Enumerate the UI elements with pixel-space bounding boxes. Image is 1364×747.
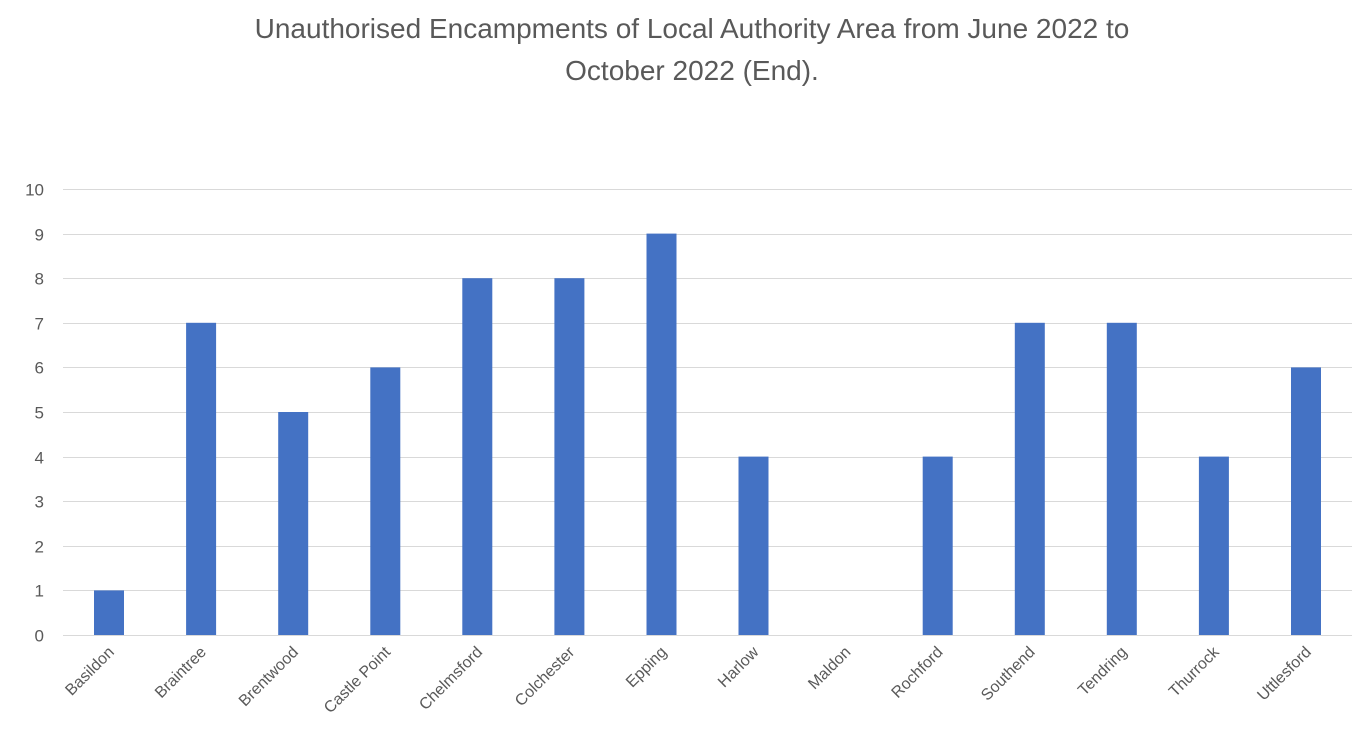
y-tick-label: 0 <box>35 627 44 646</box>
bar-tendring <box>1106 322 1137 635</box>
y-tick-label: 3 <box>35 493 44 512</box>
chart-title: Unauthorised Encampments of Local Author… <box>0 8 1364 92</box>
y-axis-tick-labels: 0 1 2 3 4 5 6 7 8 9 10 <box>25 181 44 646</box>
x-tick-label: Basildon <box>62 644 117 699</box>
bar-southend <box>1014 322 1045 635</box>
bar-brentwood <box>278 412 309 635</box>
x-tick-label: Tendring <box>1075 644 1130 699</box>
x-tick-label: Braintree <box>152 644 210 702</box>
x-tick-label: Rochford <box>889 644 947 702</box>
x-tick-label: Epping <box>623 644 670 691</box>
x-tick-label: Colchester <box>512 643 579 710</box>
y-tick-label: 8 <box>35 270 44 289</box>
bar-uttlesford <box>1291 367 1321 635</box>
y-tick-label: 1 <box>35 582 44 601</box>
y-tick-label: 7 <box>35 315 44 334</box>
x-tick-label: Uttlesford <box>1254 644 1314 704</box>
x-tick-label: Harlow <box>715 643 763 691</box>
x-tick-label: Castle Point <box>321 643 394 716</box>
bar-basildon <box>94 590 124 635</box>
x-tick-label: Southend <box>978 644 1038 704</box>
chart-title-line-1: Unauthorised Encampments of Local Author… <box>254 13 1130 44</box>
y-tick-label: 2 <box>35 538 44 557</box>
x-tick-label: Maldon <box>805 644 854 693</box>
y-tick-label: 10 <box>25 181 44 200</box>
y-tick-label: 4 <box>35 449 44 468</box>
chart-title-line-2: October 2022 (End). <box>565 55 819 86</box>
y-tick-label: 5 <box>35 404 44 423</box>
bar-harlow <box>738 456 769 635</box>
bar-rochford <box>922 456 953 635</box>
x-tick-label: Brentwood <box>236 644 302 710</box>
bar-epping <box>646 233 677 635</box>
bar-castle-point <box>370 367 401 635</box>
bar-chelmsford <box>462 278 493 635</box>
x-axis-tick-labels: Basildon Braintree Brentwood Castle Point Ch… <box>62 643 1314 717</box>
y-tick-label: 6 <box>35 359 44 378</box>
bar-thurrock <box>1198 456 1229 635</box>
gridlines <box>63 189 1352 636</box>
x-tick-label: Chelmsford <box>416 644 486 714</box>
x-tick-label: Thurrock <box>1166 643 1223 700</box>
bars <box>94 233 1321 635</box>
bar-braintree <box>186 322 217 635</box>
y-tick-label: 9 <box>35 226 44 245</box>
bar-colchester <box>554 278 585 635</box>
